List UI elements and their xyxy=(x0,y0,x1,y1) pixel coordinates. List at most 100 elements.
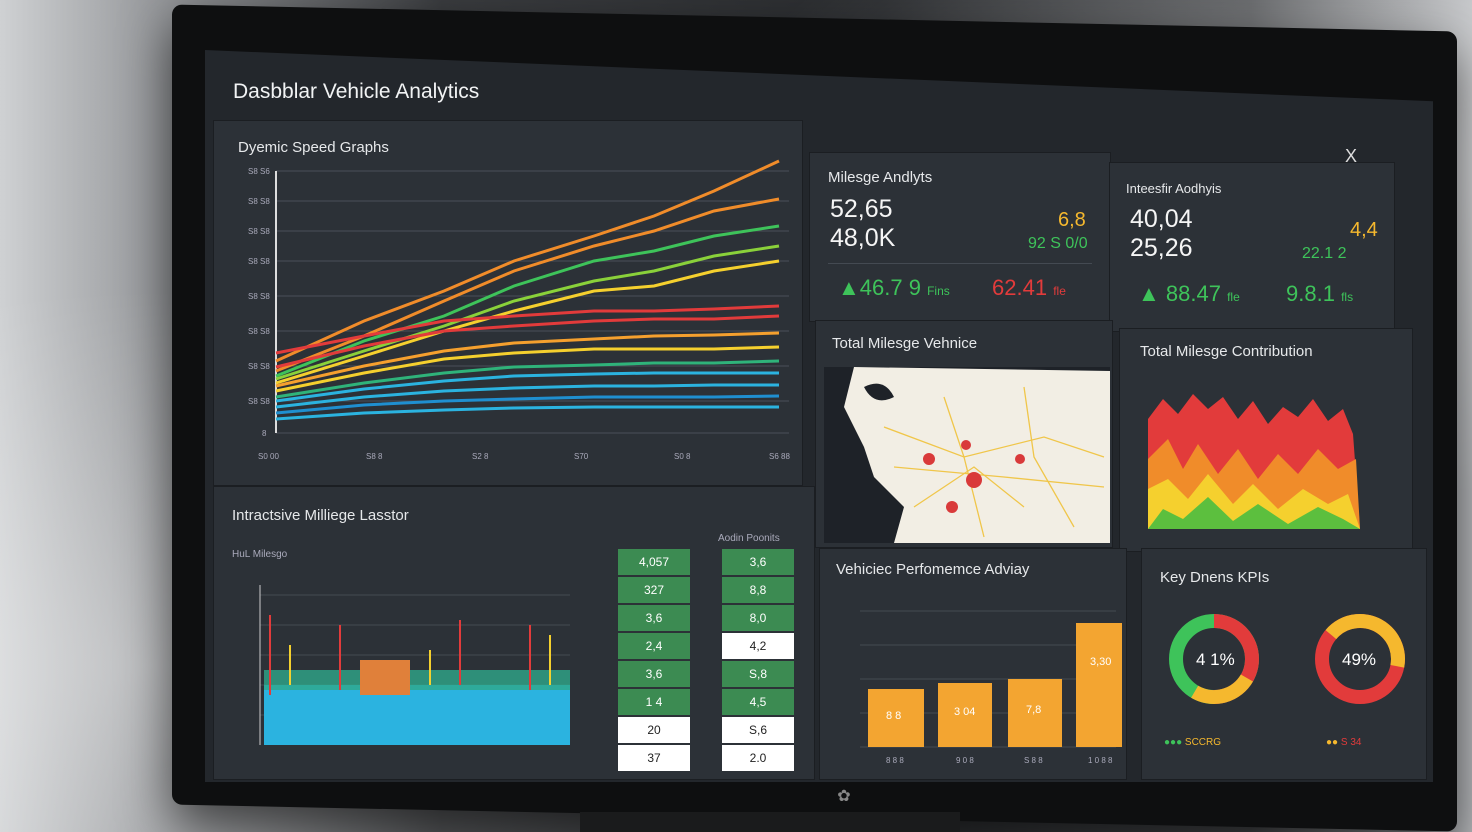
window-title: Dasbblar Vehicle Analytics xyxy=(233,80,480,103)
kpi-legend-1: ●●● SCCRG xyxy=(1164,737,1222,748)
locator-subtitle: HuL Milesgo xyxy=(232,549,288,560)
dashboard-screen: Dasbblar Vehicle Analytics X Dyemic Spee… xyxy=(205,50,1433,782)
speed-y-tick: S8 S8 xyxy=(248,362,270,371)
tile-cell[interactable]: 3,6 xyxy=(618,661,690,687)
legend-dots-icon: ●●● xyxy=(1164,737,1183,748)
speed-x-tick: S0 00 xyxy=(258,452,279,461)
insights-title: Inteesfir Aodhyis xyxy=(1126,181,1222,196)
brand-logo-icon: ✿ xyxy=(837,788,851,805)
kpi-donuts[interactable]: 4 1% 49% xyxy=(1142,609,1422,729)
mileage-kpi-up: ▲46.7 9 Fins xyxy=(838,275,950,300)
tile-cell[interactable]: 4,5 xyxy=(722,689,794,715)
tiles-header: Aodin Poonits xyxy=(718,533,780,544)
speed-x-tick: S6 88 xyxy=(769,452,790,461)
donut-chart-2[interactable]: 49% xyxy=(1306,609,1413,713)
contribution-panel: Total Milesge Contribution xyxy=(1119,328,1413,552)
insights-panel: Inteesfir Aodhyis 40,04 25,26 4,4 22.1 2… xyxy=(1109,162,1395,332)
kpi-panel: Key Dnens KPIs 4 1% 49% ●●● SCCRG ●● S 3… xyxy=(1141,548,1427,780)
speed-x-tick: S2 8 xyxy=(472,452,489,461)
performance-bar[interactable] xyxy=(1076,623,1122,747)
mileage-analytics-title: Milesge Andlyts xyxy=(828,169,933,186)
map-panel: Total Milesge Vehnice xyxy=(815,320,1113,548)
x-label: S 8 8 xyxy=(1024,756,1043,765)
mileage-map[interactable] xyxy=(824,367,1110,543)
tile-cell[interactable]: S,8 xyxy=(722,661,794,687)
tile-cell[interactable]: 327 xyxy=(618,577,690,603)
performance-bar[interactable] xyxy=(938,683,992,747)
map-pin-icon[interactable] xyxy=(1015,454,1025,464)
contribution-title: Total Milesge Contribution xyxy=(1140,343,1313,360)
arrow-up-icon: ▲ xyxy=(838,275,860,300)
speed-y-tick: S8 S8 xyxy=(248,227,270,236)
tile-cell[interactable]: 2,4 xyxy=(618,633,690,659)
speed-x-tick: S0 8 xyxy=(674,452,691,461)
speed-x-tick: S70 xyxy=(574,452,589,461)
insights-value-primary: 40,04 xyxy=(1130,205,1193,233)
x-label: 8 8 8 xyxy=(886,756,904,765)
x-label: 9 0 8 xyxy=(956,756,974,765)
insights-kpi-up: ▲ 88.47 fle xyxy=(1138,281,1240,306)
speed-y-tick: S8 S6 xyxy=(248,167,270,176)
speed-y-tick: S8 S8 xyxy=(248,197,270,206)
insights-side-percent: 22.1 2 xyxy=(1302,245,1347,262)
donut-chart-1[interactable]: 4 1% xyxy=(1162,609,1266,711)
mileage-value-primary: 52,65 xyxy=(830,195,893,223)
speed-x-tick: S8 8 xyxy=(366,452,383,461)
speed-y-tick: S8 S8 xyxy=(248,327,270,336)
map-title: Total Milesge Vehnice xyxy=(832,335,978,352)
map-pin-icon[interactable] xyxy=(961,440,971,450)
contribution-area-chart[interactable] xyxy=(1138,379,1398,539)
tile-cell[interactable]: 4,057 xyxy=(618,549,690,575)
map-pin-icon[interactable] xyxy=(966,472,982,488)
mileage-side-value: 6,8 xyxy=(1058,209,1086,231)
locator-panel: Intractsive Milliege Lasstor HuL Milesgo… xyxy=(213,486,815,780)
divider xyxy=(828,263,1092,264)
tile-cell[interactable]: S,6 xyxy=(722,717,794,743)
bar-label: 7,8 xyxy=(1026,704,1041,716)
mileage-side-percent: 92 S 0/0 xyxy=(1028,235,1088,252)
tile-column-right: 3,6 8,8 8,0 4,2 S,8 4,5 S,6 2.0 xyxy=(722,549,794,773)
locator-title: Intractsive Milliege Lasstor xyxy=(232,507,409,524)
speed-y-tick: S8 S8 xyxy=(248,257,270,266)
performance-bar[interactable] xyxy=(1008,679,1062,747)
tile-column-left: 4,057 327 3,6 2,4 3,6 1 4 20 37 xyxy=(618,549,690,773)
performance-bar[interactable] xyxy=(868,689,924,747)
bar-label: 8 8 xyxy=(886,710,901,722)
speed-y-tick: S8 S8 xyxy=(248,397,270,406)
tile-cell[interactable]: 3,6 xyxy=(722,549,794,575)
speed-y-tick: S8 S8 xyxy=(248,292,270,301)
tile-cell[interactable]: 2.0 xyxy=(722,745,794,771)
tile-cell[interactable]: 4,2 xyxy=(722,633,794,659)
tile-cell[interactable]: 8,8 xyxy=(722,577,794,603)
legend-dots-icon: ●● xyxy=(1326,737,1339,748)
tile-cell[interactable]: 3,6 xyxy=(618,605,690,631)
arrow-up-icon: ▲ xyxy=(1138,281,1160,306)
tile-cell[interactable]: 8,0 xyxy=(722,605,794,631)
insights-kpi-secondary: 9.8.1 fls xyxy=(1286,281,1354,306)
monitor-stand xyxy=(580,812,960,832)
tile-cell[interactable]: 37 xyxy=(618,745,690,771)
donut-1-value: 4 1% xyxy=(1196,650,1235,669)
speed-y-tick: 8 xyxy=(262,429,267,438)
speed-graph-panel: Dyemic Speed Graphs xyxy=(213,120,803,486)
kpi-title: Key Dnens KPIs xyxy=(1160,569,1270,586)
map-pin-icon[interactable] xyxy=(946,501,958,513)
locator-bar-chart[interactable] xyxy=(230,565,570,765)
mileage-value-secondary: 48,0K xyxy=(830,224,896,252)
performance-panel: Vehiciec Perfomemce Adviay 8 8 3 04 7,8 … xyxy=(819,548,1127,780)
map-pin-icon[interactable] xyxy=(923,453,935,465)
bar-label: 3 04 xyxy=(954,706,975,718)
tile-cell[interactable]: 1 4 xyxy=(618,689,690,715)
performance-title: Vehiciec Perfomemce Adviay xyxy=(836,561,1030,578)
performance-bar-chart[interactable]: 8 8 3 04 7,8 3,30 8 8 8 9 0 8 S 8 8 1 0 … xyxy=(826,591,1122,771)
kpi-legend-2: ●● S 34 xyxy=(1326,737,1362,748)
tile-cell[interactable]: 20 xyxy=(618,717,690,743)
speed-line-chart[interactable]: S8 S6 S8 S8 S8 S8 S8 S8 S8 S8 S8 S8 S8 S… xyxy=(214,121,802,485)
insights-value-secondary: 25,26 xyxy=(1130,234,1193,262)
bar-label: 3,30 xyxy=(1090,656,1111,668)
mileage-kpi-down: 62.41 fle xyxy=(992,275,1066,300)
insights-side-value: 4,4 xyxy=(1350,219,1378,241)
donut-2-value: 49% xyxy=(1342,650,1376,669)
speed-graph-title: Dyemic Speed Graphs xyxy=(238,139,389,156)
close-icon[interactable]: X xyxy=(1345,146,1358,166)
